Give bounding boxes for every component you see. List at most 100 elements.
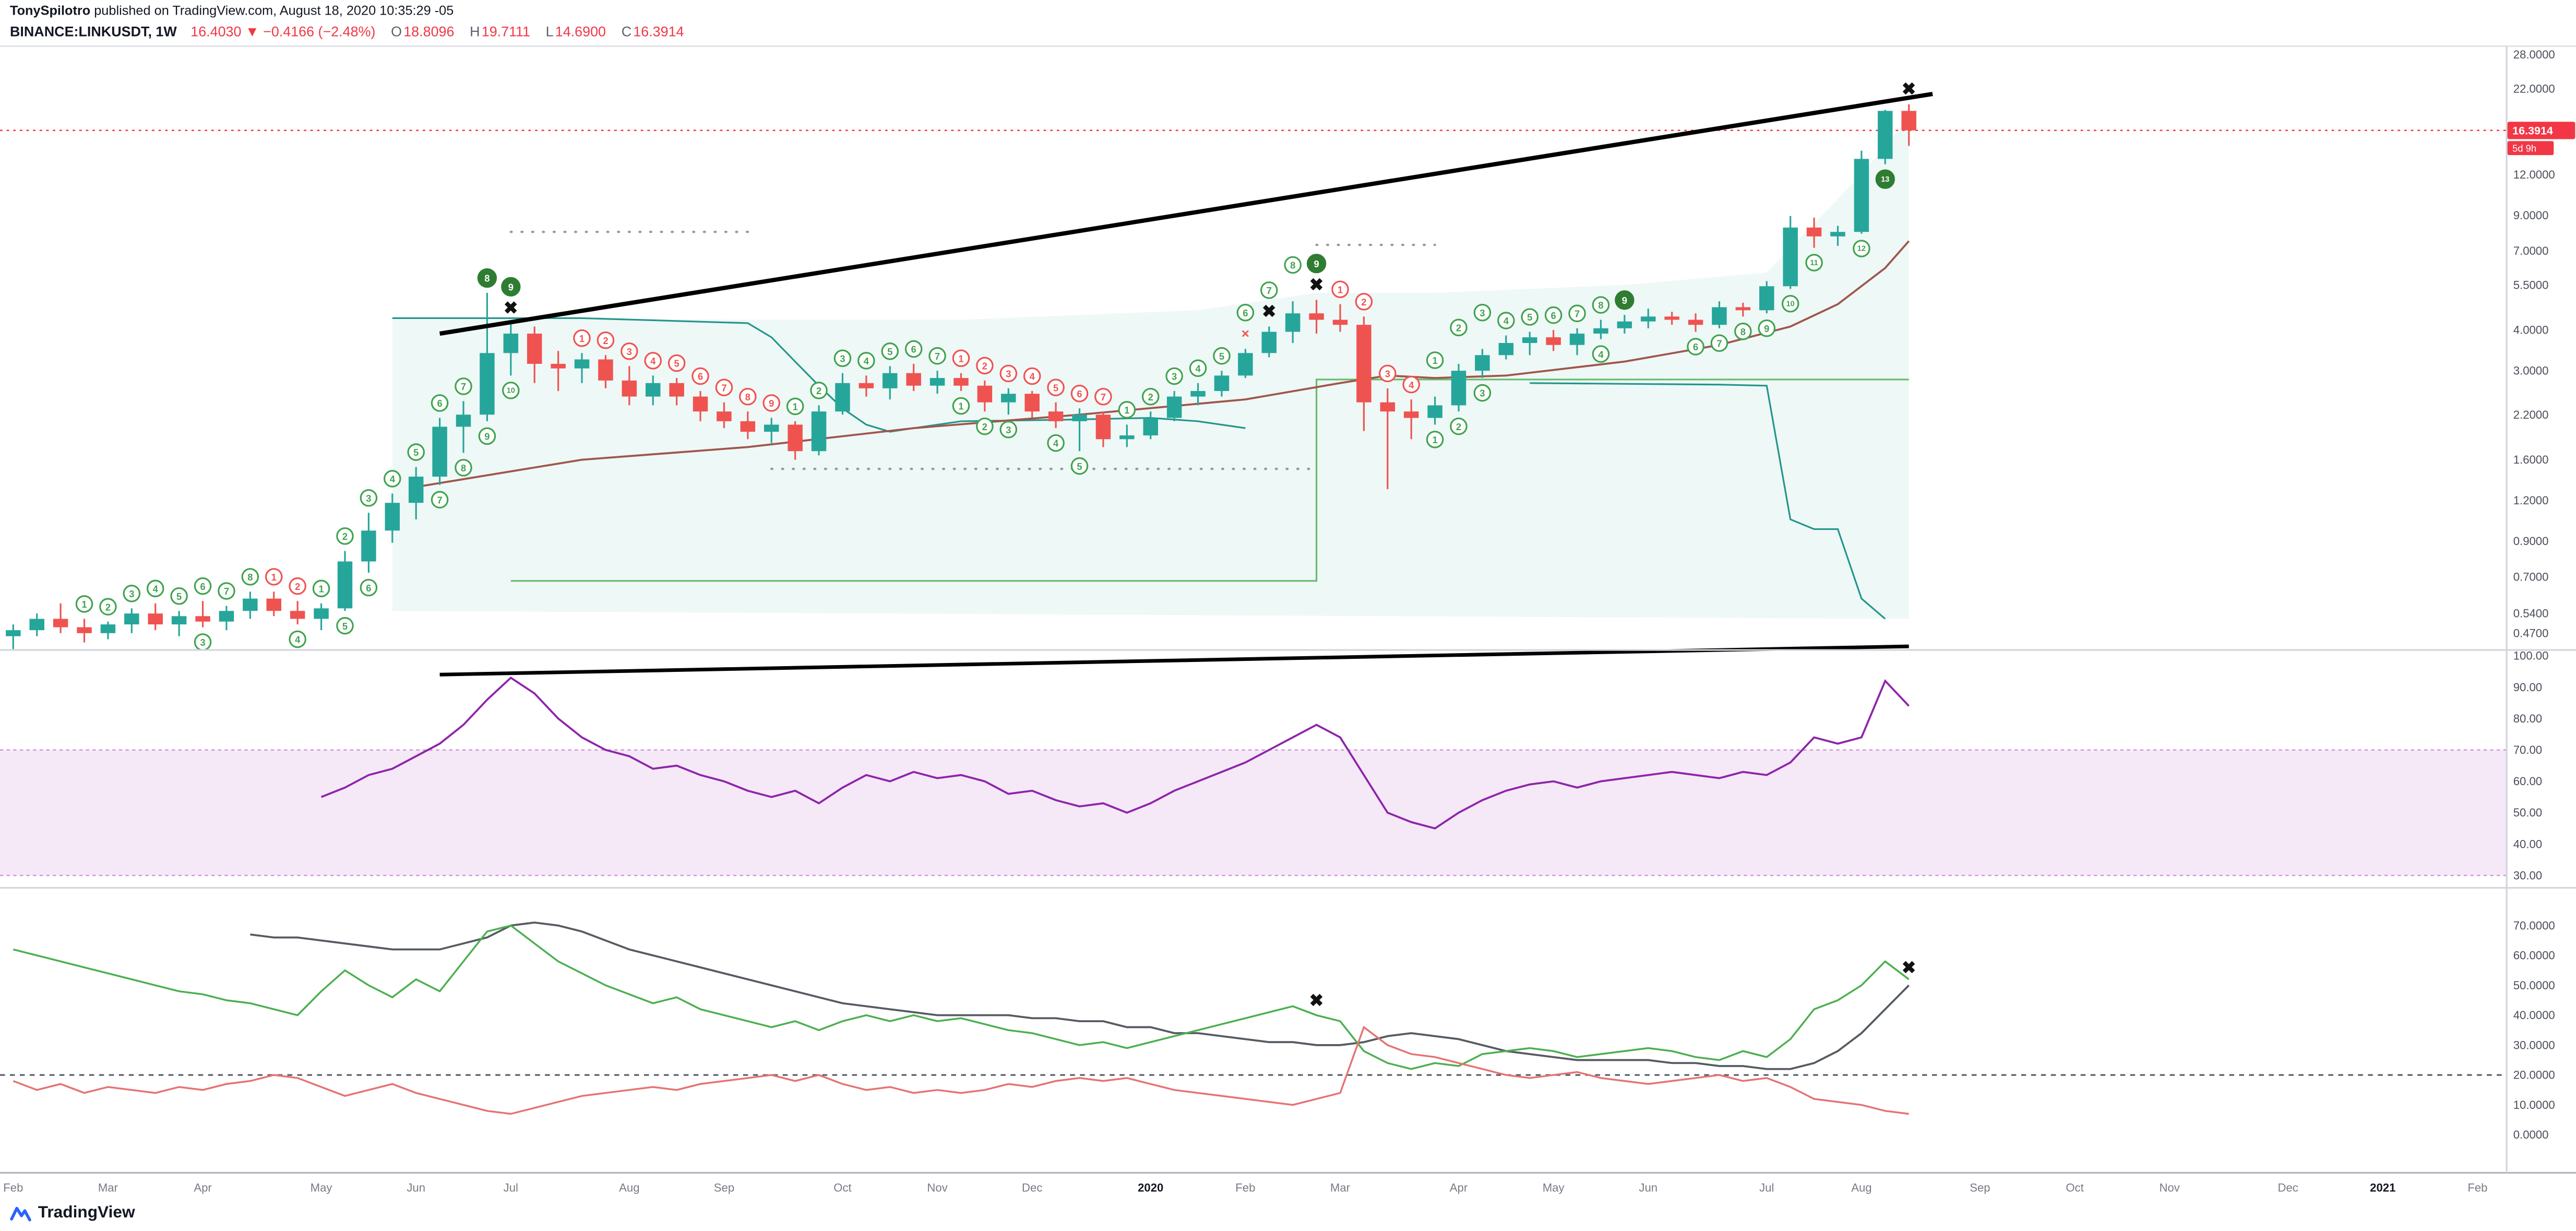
candle-body	[717, 411, 732, 421]
candle-body	[1403, 411, 1419, 418]
rsi-pane[interactable]	[0, 676, 2507, 877]
rsi-tick-label: 50.00	[2513, 806, 2542, 819]
td-count-circle: 9	[1615, 290, 1635, 310]
td-count-number: 1	[958, 401, 963, 412]
candle-body	[693, 396, 708, 412]
month-label: Jul	[1759, 1181, 1774, 1194]
td-count-number: 7	[1101, 392, 1106, 403]
candle-body	[337, 561, 353, 609]
td-count-number: 4	[1504, 315, 1509, 326]
td-count-circle: 4	[1592, 345, 1610, 363]
td-count-circle: 12	[1853, 240, 1870, 257]
td-count-circle: 3	[1379, 364, 1397, 383]
month-label: Jul	[504, 1181, 518, 1194]
candle-body	[622, 380, 637, 397]
candle-body	[1498, 342, 1514, 356]
candle	[1641, 309, 1656, 328]
candle-body	[100, 624, 116, 633]
candle-body	[858, 383, 874, 388]
candle	[1688, 313, 1703, 332]
candle	[929, 371, 945, 394]
td-count-circle: 5	[1070, 457, 1089, 475]
td-count-circle: 3	[999, 420, 1018, 439]
candle-body	[385, 503, 400, 531]
month-label: Jun	[1639, 1181, 1657, 1194]
td-count-circle: 2	[1355, 293, 1373, 311]
td-count-number: 9	[1764, 323, 1769, 334]
candle-body	[1830, 232, 1845, 236]
td-count-number: 6	[437, 398, 442, 409]
candle-body	[1759, 286, 1774, 311]
candle-body	[1048, 411, 1064, 421]
td-count-circle: 8	[739, 387, 757, 406]
candle	[1830, 226, 1845, 246]
time-axis[interactable]: Feb Mar Apr May Jun Jul Aug Sep Oct Nov Dec 2020 Feb…	[3, 1181, 2487, 1194]
candle	[124, 608, 139, 633]
candle-body	[1712, 307, 1727, 325]
candle	[432, 418, 447, 485]
current-price-badge[interactable]: 16.3914	[2507, 122, 2575, 139]
dmi-tick-label: 40.0000	[2513, 1009, 2555, 1022]
tradingview-logo-icon[interactable]	[10, 1202, 31, 1224]
td-count-number: 6	[1077, 388, 1082, 399]
candle	[1617, 315, 1632, 334]
td-count-circle: 6	[360, 578, 378, 597]
td-count-number: 5	[413, 447, 419, 458]
x-mark: ✖	[1262, 302, 1277, 321]
support-step-line	[510, 378, 1909, 582]
symbol-title[interactable]: BINANCE:LINKUSDT, 1W	[9, 23, 177, 40]
price-tick-label: 3.0000	[2513, 364, 2549, 377]
candle-body	[1166, 396, 1182, 418]
candle-body	[148, 613, 163, 625]
td-count-circle: 7	[218, 582, 235, 600]
td-count-circle: 1	[786, 397, 804, 416]
candle	[1901, 104, 1916, 146]
countdown-value: 5d 9h	[2512, 143, 2536, 154]
brand-wordmark[interactable]: TradingView	[38, 1204, 135, 1223]
td-count-circle: 6	[1687, 338, 1704, 356]
price-trendline[interactable]	[439, 91, 1933, 336]
td-count-number: 4	[153, 583, 159, 594]
candle	[503, 323, 519, 376]
td-count-number: 5	[1527, 312, 1532, 323]
candle-body	[1546, 337, 1561, 345]
rsi-trendline[interactable]	[439, 644, 1909, 677]
candle	[882, 366, 898, 400]
dmi-pane[interactable]: ✖✖	[0, 921, 2507, 1115]
td-count-circle: 4	[1189, 359, 1207, 377]
candle-body	[929, 378, 945, 386]
footer: TradingView	[10, 1202, 135, 1224]
td-count-number: 4	[650, 356, 656, 366]
x-mark: ✖	[1902, 80, 1916, 99]
candle-body	[314, 608, 329, 619]
td-count-circle: 1	[265, 568, 283, 586]
price-scale[interactable]: 28.0000 22.0000 12.0000 9.0000 7.0000 5.5000 4…	[2507, 48, 2575, 1141]
author-name: TonySpilotro	[9, 3, 91, 18]
candle	[1119, 424, 1135, 447]
candle-body	[598, 359, 613, 381]
td-count-circle: 1	[1426, 431, 1444, 448]
td-count-number: 5	[1219, 351, 1224, 362]
candle	[1166, 390, 1182, 421]
td-count-circle: 1	[952, 349, 970, 368]
td-count-number: 2	[1456, 421, 1461, 432]
price-tick-label: 5.5000	[2513, 278, 2549, 291]
candle-body	[574, 359, 590, 369]
dmi-tick-label: 30.0000	[2513, 1038, 2555, 1051]
td-count-number: 6	[1243, 307, 1248, 318]
dmi-tick-label: 20.0000	[2513, 1069, 2555, 1082]
month-label: Aug	[1851, 1181, 1871, 1194]
td-count-number: 10	[507, 386, 515, 395]
td-count-number: 1	[318, 583, 324, 594]
td-count-circle: 1	[952, 397, 970, 415]
red-x-mark: ✕	[1241, 328, 1250, 340]
td-count-circle: 2	[1450, 318, 1468, 337]
td-count-circle: 2	[1450, 417, 1468, 435]
td-count-number: 8	[1598, 300, 1603, 311]
dmi-tick-label: 0.0000	[2513, 1128, 2549, 1141]
candle-body	[977, 385, 993, 403]
candle	[314, 603, 329, 631]
candle-body	[1095, 415, 1111, 440]
